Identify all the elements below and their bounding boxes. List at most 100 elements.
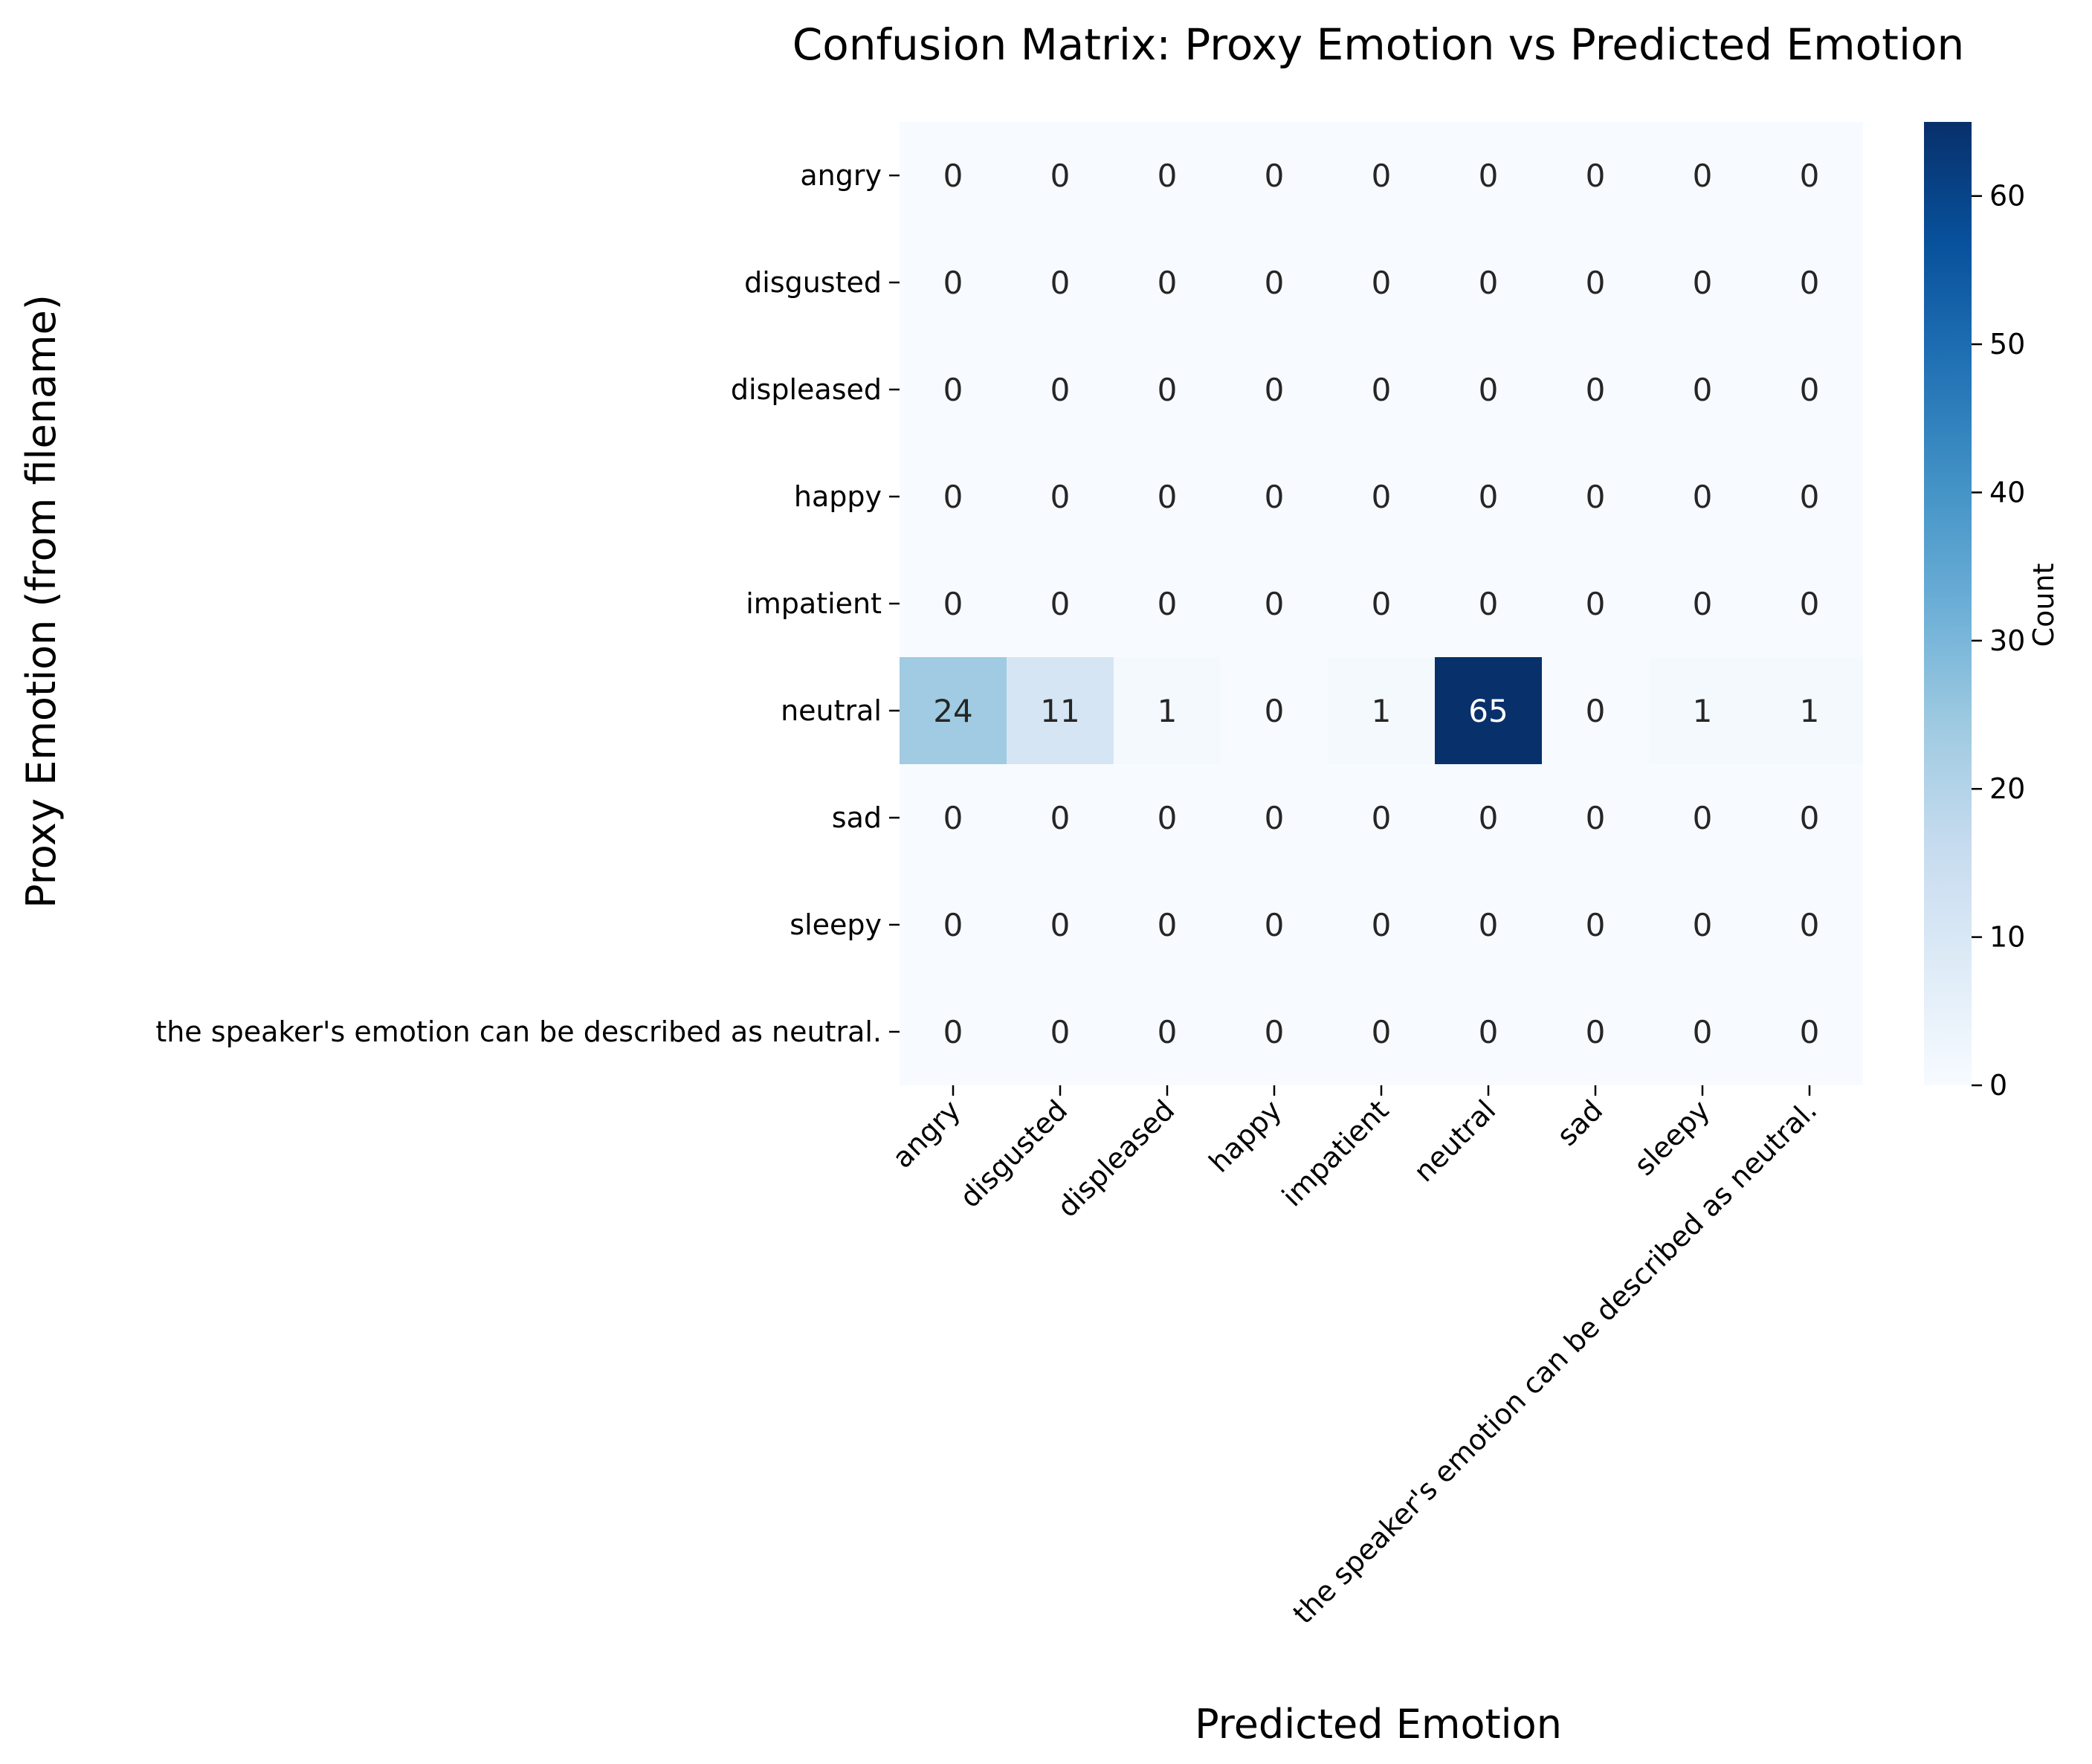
cell-value-label: 0 [1050, 586, 1071, 622]
x-tick-label: displeased [1051, 1093, 1181, 1224]
cell-value-label: 0 [1479, 265, 1499, 301]
cell-value-label: 0 [1372, 586, 1392, 622]
cell-value-label: 0 [1050, 800, 1071, 836]
y-tick-label: angry [800, 159, 882, 192]
heatmap-cell [1114, 336, 1221, 443]
heatmap-cell-labels: 0 0 0 0 0 0 0 0 0 0 0 0 0 0 0 0 0 0 0 0 0 0 0 0 0 0 0 0 0 0 0 0 0 0 0 0 0 0 0 0… [933, 158, 1819, 1050]
cell-value-label: 0 [1372, 479, 1392, 515]
heatmap-cell [1007, 871, 1114, 978]
cell-value-label: 0 [1800, 586, 1820, 622]
heatmap-cell [1542, 336, 1649, 443]
colorbar-label: Count [2027, 563, 2060, 647]
cell-value-label: 0 [1586, 372, 1606, 408]
x-axis-label: Predicted Emotion [1195, 1701, 1562, 1748]
heatmap-cell [1435, 122, 1542, 229]
heatmap-cell [1221, 657, 1328, 764]
colorbar: 0 10 20 30 40 50 60 [1924, 122, 2025, 1102]
heatmap-cell [900, 764, 1007, 871]
heatmap-cell [1435, 229, 1542, 336]
cell-value-label: 1 [1158, 693, 1178, 729]
cell-value-label: 0 [1586, 479, 1606, 515]
heatmap-cell [1114, 443, 1221, 550]
cell-value-label: 0 [943, 907, 963, 943]
heatmap-cell [1649, 871, 1756, 978]
heatmap-cell [900, 229, 1007, 336]
cell-value-label: 0 [1800, 907, 1820, 943]
cell-value-label: 0 [1050, 479, 1071, 515]
colorbar-tick-label: 0 [1989, 1069, 2007, 1102]
cell-value-label: 0 [1158, 586, 1178, 622]
cell-value-label: 0 [1265, 586, 1285, 622]
heatmap-cell [1649, 764, 1756, 871]
cell-value-label: 0 [1050, 1014, 1071, 1050]
cell-value-label: 0 [1265, 372, 1285, 408]
cell-value-label: 0 [943, 479, 963, 515]
cell-value-label: 0 [943, 372, 963, 408]
cell-value-label: 0 [1479, 586, 1499, 622]
heatmap-cell [1328, 550, 1435, 657]
cell-value-label: 0 [1265, 479, 1285, 515]
colorbar-gradient [1924, 122, 1972, 1085]
heatmap-cell [1756, 978, 1863, 1085]
cell-value-label: 0 [1479, 800, 1499, 836]
heatmap-cell [1328, 764, 1435, 871]
cell-value-label: 24 [933, 693, 972, 729]
cell-value-label: 0 [1158, 265, 1178, 301]
cell-value-label: 0 [1800, 372, 1820, 408]
cell-value-label: 0 [1372, 158, 1392, 194]
y-axis: angry disgusted displeased happy impatient ne… [155, 159, 900, 1048]
heatmap-cell [1435, 550, 1542, 657]
heatmap-cell [1756, 657, 1863, 764]
heatmap-cell [1007, 122, 1114, 229]
x-tick-label: happy [1203, 1093, 1288, 1179]
x-tick-label: impatient [1276, 1093, 1395, 1212]
cell-value-label: 0 [1693, 800, 1713, 836]
colorbar-tick-label: 50 [1989, 328, 2025, 361]
heatmap-cell [1007, 764, 1114, 871]
cell-value-label: 0 [1479, 1014, 1499, 1050]
colorbar-tick-label: 60 [1989, 180, 2025, 213]
cell-value-label: 0 [943, 586, 963, 622]
cell-value-label: 0 [1693, 265, 1713, 301]
x-tick-label: sad [1551, 1093, 1610, 1152]
heatmap-cell [1649, 550, 1756, 657]
cell-value-label: 0 [1586, 693, 1606, 729]
cell-value-label: 0 [943, 265, 963, 301]
heatmap-cell [1007, 550, 1114, 657]
heatmap-cell [900, 871, 1007, 978]
heatmap-cell [900, 443, 1007, 550]
cell-value-label: 0 [1158, 907, 1178, 943]
x-tick-label: angry [886, 1093, 967, 1175]
heatmap-cell [1114, 764, 1221, 871]
cell-value-label: 0 [1479, 372, 1499, 408]
cell-value-label: 0 [1265, 693, 1285, 729]
heatmap-cell [1649, 229, 1756, 336]
cell-value-label: 0 [1586, 586, 1606, 622]
cell-value-label: 0 [1586, 800, 1606, 836]
cell-value-label: 0 [1265, 907, 1285, 943]
heatmap-cell [1221, 336, 1328, 443]
cell-value-label: 0 [1265, 1014, 1285, 1050]
heatmap-cell [1756, 443, 1863, 550]
cell-value-label: 0 [943, 158, 963, 194]
heatmap-cell [1328, 229, 1435, 336]
cell-value-label: 0 [1050, 907, 1071, 943]
heatmap-cell [1435, 764, 1542, 871]
colorbar-tick-label: 40 [1989, 476, 2025, 508]
cell-value-label: 0 [1158, 800, 1178, 836]
cell-value-label: 0 [1158, 158, 1178, 194]
x-tick-label: neutral [1407, 1093, 1502, 1188]
cell-value-label: 0 [1800, 158, 1820, 194]
cell-value-label: 0 [1800, 479, 1820, 515]
heatmap-cell [900, 657, 1007, 764]
heatmap-cell [1007, 229, 1114, 336]
heatmap-cell [1756, 122, 1863, 229]
heatmap-cell [1542, 657, 1649, 764]
cell-value-label: 0 [1693, 586, 1713, 622]
heatmap-cell [1435, 978, 1542, 1085]
cell-value-label: 0 [1586, 158, 1606, 194]
y-tick-label: sleepy [790, 908, 882, 941]
y-tick-label: displeased [731, 373, 882, 406]
heatmap-cell [1649, 657, 1756, 764]
cell-value-label: 0 [1372, 907, 1392, 943]
